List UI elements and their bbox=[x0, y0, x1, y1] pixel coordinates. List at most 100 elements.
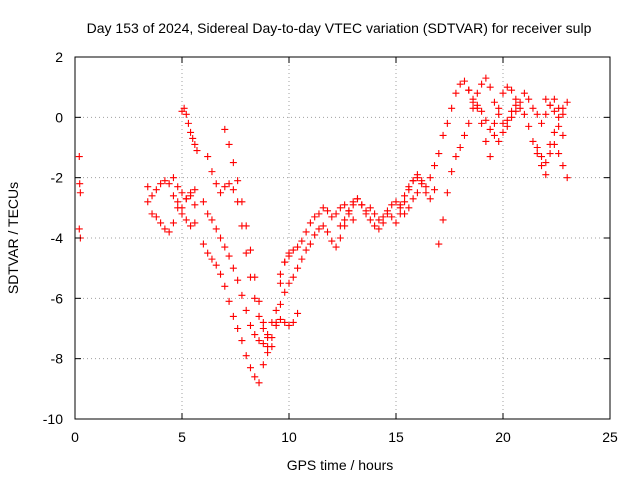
data-point bbox=[508, 113, 516, 121]
data-point bbox=[281, 288, 289, 296]
data-point bbox=[546, 150, 554, 158]
data-point bbox=[234, 325, 242, 332]
data-point bbox=[255, 337, 263, 345]
data-point bbox=[456, 144, 464, 151]
data-point bbox=[349, 198, 357, 206]
data-point bbox=[225, 297, 233, 305]
data-point bbox=[396, 210, 404, 218]
data-point bbox=[311, 213, 319, 221]
data-point bbox=[324, 228, 332, 236]
data-point bbox=[512, 107, 520, 115]
data-point bbox=[169, 219, 177, 227]
data-point bbox=[388, 213, 396, 221]
y-tick-label: -4 bbox=[51, 230, 64, 246]
data-point bbox=[379, 213, 387, 221]
data-point bbox=[520, 89, 528, 97]
data-point bbox=[516, 104, 524, 112]
data-point bbox=[319, 204, 327, 212]
data-point bbox=[538, 153, 546, 161]
data-point bbox=[490, 131, 498, 139]
series-arc-k bbox=[268, 195, 370, 351]
data-point bbox=[341, 201, 349, 209]
data-point bbox=[324, 207, 332, 215]
data-point bbox=[225, 140, 233, 148]
data-point bbox=[193, 147, 201, 155]
data-point bbox=[465, 119, 473, 127]
data-point bbox=[191, 219, 199, 227]
series-arc-p bbox=[435, 74, 520, 248]
data-point bbox=[512, 101, 520, 109]
data-point bbox=[508, 86, 516, 94]
data-point bbox=[144, 183, 152, 191]
data-point bbox=[152, 186, 160, 194]
data-point bbox=[358, 201, 366, 209]
data-point bbox=[75, 225, 83, 233]
data-point bbox=[401, 192, 409, 200]
data-point bbox=[251, 331, 259, 339]
data-point bbox=[204, 210, 212, 218]
series-arc-i bbox=[199, 240, 272, 387]
y-tick-label: -2 bbox=[51, 170, 64, 186]
data-point bbox=[499, 89, 507, 97]
data-point bbox=[242, 306, 250, 314]
data-point bbox=[276, 315, 284, 323]
data-point bbox=[353, 195, 361, 203]
data-point bbox=[478, 80, 486, 88]
data-point bbox=[161, 225, 169, 233]
data-point bbox=[234, 177, 242, 185]
data-point bbox=[336, 222, 344, 230]
data-point bbox=[157, 180, 165, 188]
x-tick-label: 10 bbox=[281, 429, 297, 445]
data-point bbox=[392, 219, 400, 227]
series-arc-l bbox=[276, 201, 357, 278]
axis-ticks bbox=[74, 56, 611, 420]
data-point bbox=[550, 95, 558, 103]
series-arc-r bbox=[490, 83, 567, 179]
data-point bbox=[473, 101, 481, 109]
data-point bbox=[246, 364, 254, 372]
data-point bbox=[366, 204, 374, 212]
data-point bbox=[371, 210, 379, 218]
data-point bbox=[191, 140, 199, 148]
data-point bbox=[559, 104, 567, 112]
chart-title: Day 153 of 2024, Sidereal Day-to-day VTE… bbox=[87, 20, 592, 36]
data-point bbox=[542, 171, 550, 179]
data-point bbox=[294, 309, 302, 317]
data-point bbox=[542, 110, 550, 118]
data-point bbox=[255, 297, 263, 305]
y-tick-labels: -10 -8 -6 -4 -2 0 2 bbox=[43, 49, 63, 427]
data-point bbox=[302, 228, 310, 236]
data-point bbox=[144, 198, 152, 206]
data-point bbox=[538, 119, 546, 127]
data-point bbox=[289, 273, 297, 281]
data-point bbox=[499, 128, 507, 136]
data-point bbox=[272, 318, 280, 326]
data-point bbox=[482, 137, 490, 145]
data-point bbox=[405, 183, 413, 191]
data-point bbox=[332, 243, 340, 251]
data-point bbox=[525, 122, 533, 130]
data-point bbox=[315, 225, 323, 233]
x-tick-label: 25 bbox=[602, 429, 618, 445]
data-point bbox=[191, 186, 199, 194]
data-point bbox=[336, 204, 344, 212]
data-point bbox=[512, 95, 520, 103]
data-point bbox=[469, 95, 477, 103]
data-point bbox=[486, 125, 494, 133]
data-point bbox=[516, 98, 524, 106]
grid-lines bbox=[75, 57, 610, 419]
y-tick-label: -10 bbox=[43, 411, 63, 427]
data-point bbox=[212, 180, 220, 188]
data-point bbox=[332, 210, 340, 218]
data-point bbox=[294, 243, 302, 251]
data-point bbox=[182, 216, 190, 224]
y-tick-label: 2 bbox=[55, 49, 63, 65]
data-point bbox=[388, 201, 396, 209]
data-point bbox=[208, 255, 216, 263]
data-point bbox=[298, 237, 306, 245]
y-tick-label: -6 bbox=[51, 290, 64, 306]
data-point bbox=[456, 80, 464, 88]
x-tick-labels: 0 5 10 15 20 25 bbox=[71, 429, 618, 445]
data-point bbox=[529, 104, 537, 112]
data-point bbox=[76, 189, 84, 197]
